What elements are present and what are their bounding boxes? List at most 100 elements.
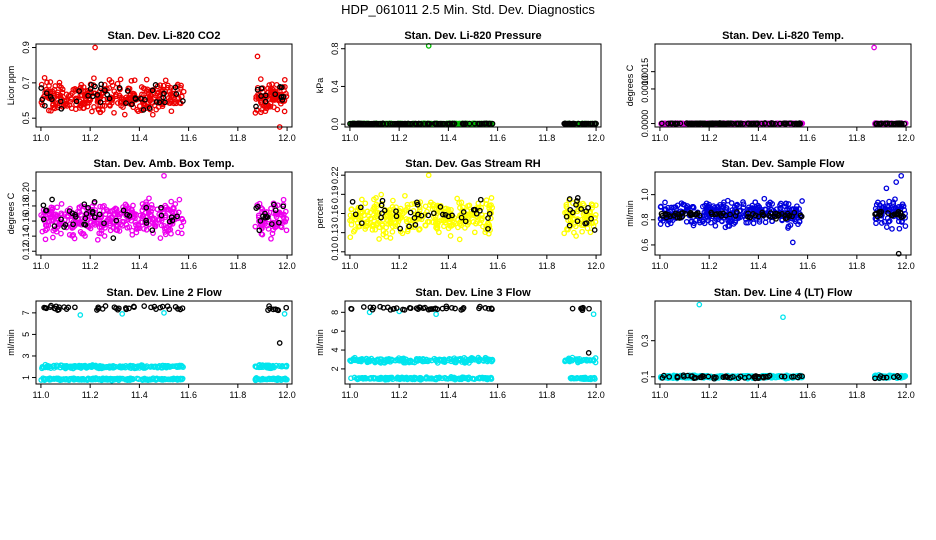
data-point [373, 221, 380, 227]
data-point [772, 213, 778, 220]
data-point [474, 219, 481, 225]
data-point [256, 376, 262, 383]
data-point [481, 356, 488, 362]
data-point [124, 224, 131, 231]
data-point [468, 355, 474, 362]
data-point [132, 96, 139, 102]
data-point [592, 202, 599, 209]
data-point [168, 214, 175, 221]
data-point [161, 222, 167, 229]
data-point [357, 356, 364, 363]
data-point [262, 98, 269, 105]
data-point [106, 76, 113, 83]
data-point [149, 227, 156, 234]
data-point [130, 202, 136, 209]
data-point [97, 85, 104, 92]
data-point [665, 211, 671, 218]
data-point [574, 195, 581, 201]
data-point [385, 212, 391, 218]
data-point [158, 204, 164, 211]
data-point [128, 77, 135, 84]
data-point [675, 211, 682, 218]
y-tick-label: 0.4 [330, 80, 340, 93]
x-tick-label: 11.4 [440, 133, 457, 143]
data-point [412, 120, 418, 127]
x-tick-label: 11.6 [799, 261, 816, 271]
data-point [42, 207, 49, 214]
data-point [785, 223, 792, 230]
data-point [450, 221, 456, 228]
data-point [480, 223, 486, 230]
data-point [92, 44, 98, 51]
data-point [458, 214, 465, 221]
data-point [462, 218, 469, 225]
data-point [896, 120, 903, 127]
data-point [477, 196, 484, 203]
data-point [458, 307, 465, 313]
data-point [165, 82, 171, 89]
data-point [482, 229, 489, 236]
x-tick-label: 11.4 [131, 261, 148, 271]
data-point [747, 214, 754, 221]
y-tick-label: 0.0 [330, 118, 340, 131]
data-point [348, 375, 354, 382]
data-point [162, 77, 169, 84]
data-point [274, 106, 281, 113]
data-point [268, 221, 275, 227]
data-point [411, 215, 418, 221]
data-point [900, 213, 907, 220]
data-point [254, 203, 261, 210]
data-point [893, 179, 900, 185]
data-point [569, 209, 576, 216]
data-point [406, 305, 413, 311]
data-point [782, 203, 788, 210]
data-point [662, 199, 668, 206]
data-point [151, 221, 158, 228]
x-tick-label: 12.0 [587, 133, 605, 143]
data-point [745, 210, 751, 217]
data-point [283, 227, 290, 234]
data-point [797, 212, 804, 219]
data-point [878, 220, 885, 226]
data-point [168, 108, 175, 115]
data-point [393, 208, 399, 215]
data-point [703, 200, 710, 207]
chart-title: Stan. Dev. Li-820 Pressure [404, 30, 541, 42]
data-point [63, 96, 70, 103]
data-point [485, 220, 491, 227]
data-point [351, 227, 358, 233]
data-point [89, 215, 95, 222]
data-point [38, 377, 45, 383]
data-point [579, 120, 586, 127]
data-point [737, 207, 743, 214]
data-point [256, 227, 263, 234]
y-axis-label: ml/min [625, 200, 635, 227]
data-point [56, 79, 63, 86]
data-point [357, 204, 364, 211]
data-point [799, 373, 805, 380]
data-point [253, 107, 260, 113]
data-point [755, 213, 762, 220]
data-point [66, 208, 73, 214]
x-tick-label: 11.8 [229, 390, 246, 400]
data-point [362, 200, 369, 207]
data-point [760, 211, 766, 218]
x-tick-label: 11.2 [391, 390, 408, 400]
data-point [367, 304, 374, 311]
x-tick-label: 11.6 [799, 390, 816, 400]
data-point [448, 304, 455, 311]
data-point [717, 211, 724, 217]
data-point [132, 363, 138, 370]
data-point [264, 222, 270, 229]
data-point [580, 374, 587, 381]
data-point [94, 92, 101, 98]
data-point [402, 192, 408, 199]
data-point [476, 375, 483, 381]
chart-title: Stan. Dev. Line 4 (LT) Flow [714, 287, 853, 299]
data-point [51, 223, 58, 229]
data-point [762, 120, 768, 127]
data-point [179, 216, 186, 223]
data-point [77, 98, 83, 105]
x-tick-label: 12.0 [897, 261, 915, 271]
